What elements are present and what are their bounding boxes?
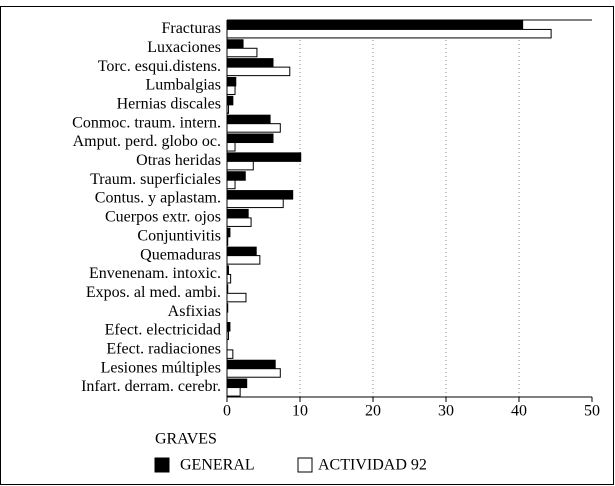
bar bbox=[226, 208, 249, 219]
bar bbox=[226, 378, 248, 389]
bar bbox=[226, 160, 254, 171]
bar bbox=[226, 359, 276, 370]
legend-title: GRAVES bbox=[155, 431, 217, 448]
y-tick-label: Expos. al med. ambi. bbox=[86, 284, 221, 301]
x-tick-label: 20 bbox=[365, 403, 381, 420]
bar bbox=[226, 152, 302, 162]
bar bbox=[226, 246, 257, 257]
legend-label: ACTIVIDAD 92 bbox=[318, 457, 427, 474]
legend-swatch bbox=[154, 457, 170, 473]
bar bbox=[226, 76, 237, 87]
x-tick-label: 10 bbox=[292, 403, 308, 420]
legend-swatch bbox=[297, 457, 313, 473]
bar bbox=[226, 368, 281, 378]
y-tick-label: Efect. radiaciones bbox=[106, 341, 221, 358]
y-tick-label: Fracturas bbox=[161, 20, 221, 37]
bar bbox=[226, 47, 258, 58]
legend-label: GENERAL bbox=[180, 457, 255, 474]
y-tick-label: Lumbalgias bbox=[145, 77, 221, 94]
y-tick-label: Amput. perd. globo oc. bbox=[73, 133, 221, 150]
bar bbox=[226, 114, 271, 125]
bar bbox=[226, 217, 252, 227]
bar bbox=[226, 171, 246, 181]
bar bbox=[226, 39, 244, 49]
x-tick-label: 0 bbox=[223, 403, 231, 420]
y-tick-label: Asfixias bbox=[168, 303, 221, 320]
y-tick-label: Torc. esqui.distens. bbox=[98, 58, 221, 75]
bar bbox=[226, 66, 291, 77]
bar bbox=[226, 387, 241, 397]
bar bbox=[226, 28, 552, 39]
x-tick-label: 40 bbox=[511, 403, 527, 420]
bar bbox=[226, 20, 524, 30]
bar bbox=[226, 58, 274, 68]
bar bbox=[226, 255, 261, 265]
bar bbox=[226, 142, 236, 152]
y-tick-label: Envenenam. intoxic. bbox=[89, 265, 221, 282]
y-tick-label: Hernias discales bbox=[117, 95, 221, 112]
bar bbox=[226, 133, 274, 144]
bar bbox=[226, 85, 236, 95]
bar bbox=[226, 198, 284, 209]
y-tick-label: Conmoc. traum. intern. bbox=[72, 114, 221, 131]
y-tick-label: Cuerpos extr. ojos bbox=[105, 209, 221, 226]
y-tick-label: Otras heridas bbox=[136, 152, 221, 169]
bar bbox=[226, 179, 236, 190]
bar bbox=[226, 95, 234, 106]
x-tick-label: 50 bbox=[584, 403, 600, 420]
y-tick-label: Efect. electricidad bbox=[105, 322, 221, 339]
y-tick-label: Contus. y aplastam. bbox=[95, 190, 221, 207]
bar bbox=[226, 190, 294, 200]
y-tick-label: Quemaduras bbox=[140, 246, 221, 263]
bar bbox=[226, 273, 232, 284]
frame bbox=[0, 6, 614, 485]
bar bbox=[226, 292, 247, 303]
bar bbox=[226, 349, 234, 359]
y-tick-label: Infart. derram. cerebr. bbox=[81, 378, 221, 395]
y-tick-label: Luxaciones bbox=[147, 39, 221, 56]
y-tick-label: Conjuntivitis bbox=[137, 227, 221, 244]
x-tick-label: 30 bbox=[438, 403, 454, 420]
y-tick-label: Traum. superficiales bbox=[90, 171, 221, 188]
y-tick-label: Lesiones múltiples bbox=[101, 359, 221, 376]
bar bbox=[226, 123, 281, 133]
